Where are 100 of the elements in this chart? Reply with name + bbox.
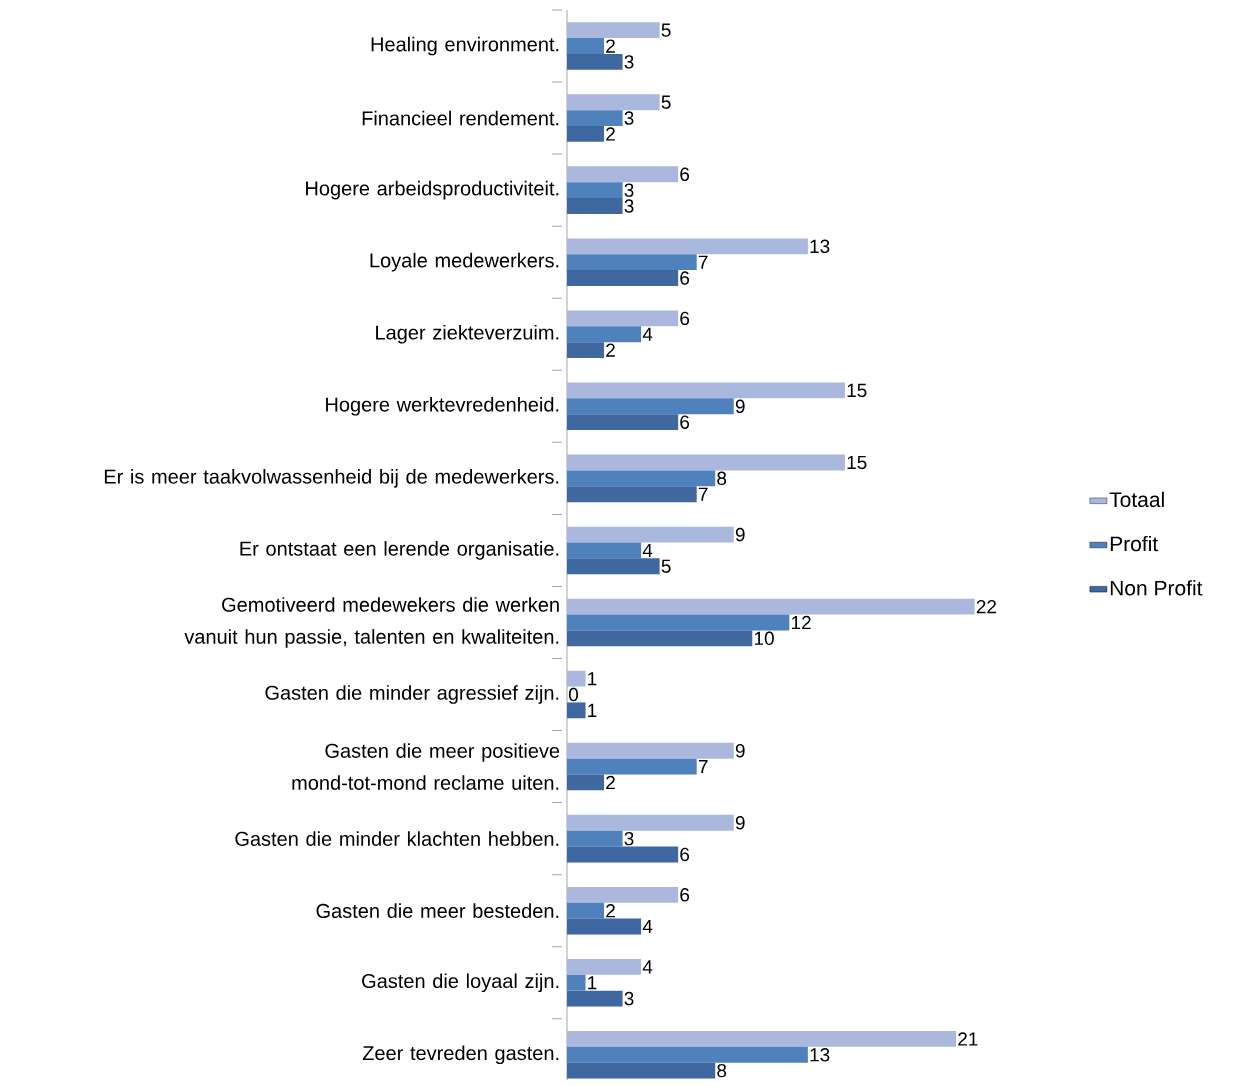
data-label: 2 [606,904,615,918]
data-label: 9 [735,399,745,414]
data-label: 15 [847,383,867,398]
y-tick-label: Zeer tevreden gasten. [362,1045,559,1065]
data-label: 4 [642,327,653,341]
data-label: 13 [810,239,830,254]
y-tick-label: Gasten die meer besteden. [316,903,559,919]
bar [567,414,679,431]
y-tick-label: Gasten die minder agressief zijn. [265,685,559,704]
data-label: 3 [624,111,634,125]
data-label: 9 [735,816,745,830]
data-label: 6 [680,415,690,429]
data-label: 5 [661,559,671,573]
data-label: 6 [680,847,690,862]
legend-label: Profit [1110,535,1158,552]
bar [567,526,734,543]
data-label: 15 [847,455,867,470]
bar [567,166,679,183]
data-label: 9 [735,743,745,758]
legend-label: Totaal [1109,491,1164,508]
data-label: 2 [606,775,615,790]
y-tick-label: Gasten die minder klachten hebben. [235,831,559,846]
data-label: 3 [624,199,634,213]
bar [567,558,660,575]
bar [567,398,734,415]
y-tick-label: Financieel rendement. [362,110,559,126]
y-tick-label: Hogere arbeidsproductiviteit. [306,180,559,200]
data-label: 4 [642,543,653,557]
data-label: 0 [568,687,579,702]
data-label: 3 [624,55,634,69]
bar [567,670,586,687]
data-label: 2 [606,39,615,53]
data-label: 7 [698,255,708,269]
bar [567,902,605,919]
data-label: 5 [661,23,671,37]
data-label: 3 [624,991,634,1006]
data-label: 7 [698,760,708,774]
bar [567,270,679,286]
bar [567,630,753,647]
data-label: 7 [698,487,708,501]
bar [567,958,642,975]
bar [567,830,623,847]
bar [567,182,623,199]
bar [567,254,697,271]
data-label: 2 [606,127,615,141]
data-label: 6 [680,167,690,182]
data-label: 3 [624,831,634,846]
bar [567,542,642,559]
legend-label: Non Profit [1110,580,1203,596]
data-label: 1 [588,703,597,717]
data-label: 4 [642,920,653,934]
bar [567,382,845,399]
data-label: 1 [588,672,597,686]
data-label: 3 [624,183,634,197]
bar [567,1046,808,1063]
bar [567,1062,716,1079]
y-tick-label: Gasten die meer positieve mond-tot-mond reclame uiten. [292,743,560,790]
bar [567,614,790,631]
y-tick-label: Er is meer taakvolwassenheid bij de medewerkers. [104,469,559,488]
data-label: 6 [680,888,690,902]
bar [567,53,623,70]
bar [567,742,734,759]
y-tick-label: Hogere werktevredenheid. [326,396,559,416]
data-label: 21 [958,1032,978,1046]
bar [567,990,623,1007]
bar [567,702,586,719]
data-label: 12 [791,615,811,630]
data-label: 13 [810,1048,830,1062]
bar [567,342,605,359]
data-label: 8 [717,471,727,486]
data-label: 9 [735,527,745,542]
data-label: 4 [642,960,653,974]
bar [567,846,679,863]
bar [567,38,605,54]
data-label: 2 [606,343,615,357]
bar [567,470,716,487]
bar [567,774,605,791]
bar [567,126,605,142]
bar [567,1031,957,1047]
y-tick-label: Loyale medewerkers. [370,252,559,272]
bar [567,94,660,111]
bar [567,918,642,935]
data-label: 5 [661,95,671,109]
bar [567,454,845,471]
bar [567,814,734,831]
bar [567,486,697,503]
data-label: 8 [717,1063,727,1078]
data-label: 1 [588,976,597,990]
y-tick-label: Er ontstaat een lerende organisatie. [240,541,559,560]
y-tick-label: Gemotiveerd medewekers die werken vanuit hun passie, talenten en kwaliteiten. [184,597,559,648]
bar [567,598,975,615]
data-label: 10 [754,631,774,646]
bar [567,758,697,775]
data-label: 6 [680,271,690,285]
bar [567,974,586,991]
data-label: 22 [976,599,996,614]
y-tick-label: Gasten die loyaal zijn. [362,973,559,993]
y-tick-label: Lager ziekteverzuim. [376,324,559,344]
bar [567,22,660,39]
data-label: 6 [680,311,690,326]
